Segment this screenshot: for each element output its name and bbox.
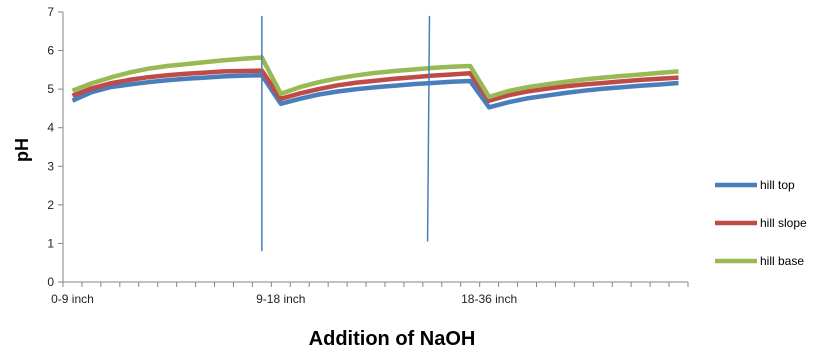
series-line-hill-top [71, 73, 679, 110]
legend-label: hill top [760, 178, 795, 192]
x-tick-label: 0-9 inch [51, 292, 94, 306]
series-line-hill-slope [71, 68, 679, 103]
legend-label: hill slope [760, 216, 807, 230]
legend-label: hill base [760, 254, 804, 268]
y-axis-ticks: 0 1 2 3 4 5 6 7 [47, 5, 63, 289]
x-tick-label: 18-36 inch [461, 292, 517, 306]
annotation-line [426, 15, 431, 242]
plot-axes [62, 12, 688, 283]
legend: hill top hill slope hill base [715, 178, 807, 268]
annotation-lines [261, 15, 431, 252]
y-tick-label: 6 [47, 44, 54, 58]
x-axis-title: Addition of NaOH [309, 328, 476, 350]
y-tick-label: 2 [47, 198, 54, 212]
y-tick-label: 0 [47, 275, 54, 289]
series-lines [71, 55, 679, 110]
y-tick-label: 7 [47, 5, 54, 19]
y-tick-label: 1 [47, 236, 54, 250]
x-tick-label: 9-18 inch [256, 292, 305, 306]
y-axis-title: pH [12, 138, 32, 162]
y-tick-label: 5 [47, 82, 54, 96]
y-tick-label: 3 [47, 159, 54, 173]
y-tick-label: 4 [47, 121, 54, 135]
series-line-hill-base [71, 55, 679, 100]
x-axis-ticks: 0-9 inch 9-18 inch 18-36 inch [51, 282, 689, 306]
